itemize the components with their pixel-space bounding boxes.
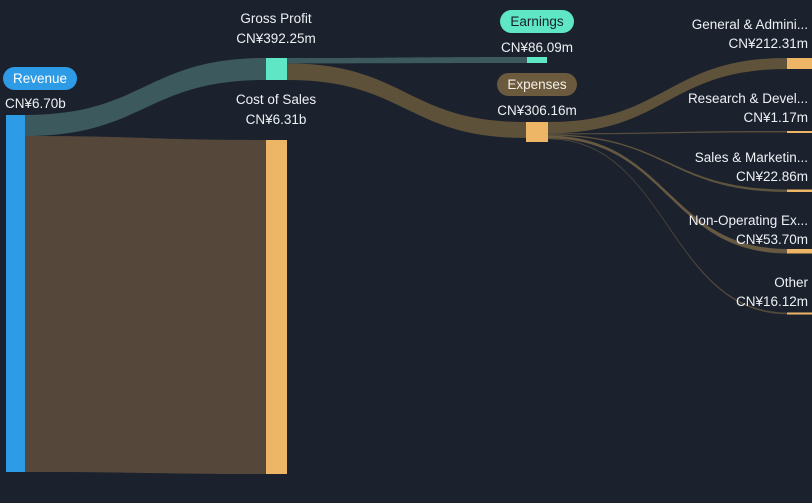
sales-marketing-value: CN¥22.86m [735,169,808,184]
research-dev-label-block: Research & Devel... CN¥1.17m [588,89,808,127]
node-revenue-bar[interactable] [6,115,25,472]
gross-profit-label: Gross Profit [240,11,312,26]
sales-marketing-label-block: Sales & Marketin... CN¥22.86m [588,148,808,186]
general-admin-label-block: General & Admini... CN¥212.31m [588,15,808,53]
non-operating-value: CN¥53.70m [735,232,808,247]
node-research-dev-bar[interactable] [787,131,812,133]
earnings-label-block: Earnings CN¥86.09m [457,10,617,58]
node-other-bar[interactable] [787,312,812,315]
link-expenses-general-admin[interactable] [548,58,787,134]
node-non-operating-bar[interactable] [787,249,812,254]
node-expenses-bar[interactable] [526,122,548,142]
link-gross-profit-expenses[interactable] [287,63,526,138]
link-gross-profit-earnings[interactable] [287,57,527,64]
other-value: CN¥16.12m [735,294,808,309]
other-label-block: Other CN¥16.12m [588,273,808,311]
earnings-pill[interactable]: Earnings [500,10,574,33]
expenses-value: CN¥306.16m [497,103,577,118]
cost-of-sales-value: CN¥6.31b [245,112,307,127]
research-dev-label: Research & Devel... [687,91,808,106]
expenses-label-block: Expenses CN¥306.16m [457,73,617,121]
link-revenue-cost-of-sales[interactable] [25,136,266,474]
node-earnings-bar[interactable] [527,57,547,63]
revenue-value: CN¥6.70b [5,96,66,111]
node-sales-marketing-bar[interactable] [787,189,812,193]
cost-of-sales-label: Cost of Sales [235,92,317,107]
node-general-admin-bar[interactable] [787,58,812,69]
revenue-pill[interactable]: Revenue [3,67,78,90]
node-cost-of-sales-bar[interactable] [266,140,287,474]
expenses-pill[interactable]: Expenses [497,73,577,96]
sales-marketing-label: Sales & Marketin... [694,150,808,165]
research-dev-value: CN¥1.17m [743,110,808,125]
cost-of-sales-label-block: Cost of Sales CN¥6.31b [196,90,356,130]
non-operating-label-block: Non-Operating Ex... CN¥53.70m [588,211,808,249]
earnings-value: CN¥86.09m [500,40,574,55]
general-admin-label: General & Admini... [691,17,808,32]
link-expenses-non-operating[interactable] [548,135,788,254]
link-expenses-other[interactable] [548,138,788,315]
link-revenue-gross-profit[interactable] [25,58,266,136]
link-expenses-sales-marketing[interactable] [548,134,788,192]
gross-profit-label-block: Gross Profit CN¥392.25m [196,9,356,49]
non-operating-label: Non-Operating Ex... [688,213,808,228]
gross-profit-value: CN¥392.25m [236,31,316,46]
revenue-label-block: Revenue CN¥6.70b [3,67,78,114]
node-gross-profit-bar[interactable] [266,58,287,80]
link-expenses-research-dev[interactable] [548,131,788,135]
other-label: Other [774,275,808,290]
general-admin-value: CN¥212.31m [728,36,808,51]
